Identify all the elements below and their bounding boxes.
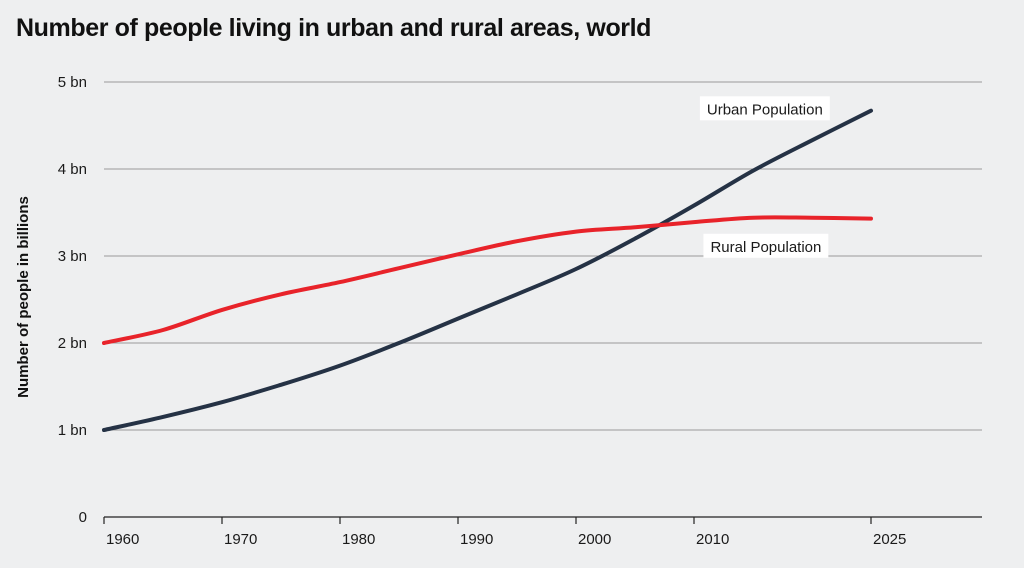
x-tick-label: 2010 xyxy=(696,531,729,548)
series-lines xyxy=(102,108,873,432)
x-tick-label: 2025 xyxy=(873,531,906,548)
x-axis-ticks: 1960 1970 1980 1990 2000 2010 2025 xyxy=(103,517,906,548)
rural-population-label: Rural Population xyxy=(703,233,829,258)
series-label-background xyxy=(699,96,830,121)
x-tick-label: 1970 xyxy=(224,531,257,548)
series-label-background xyxy=(703,233,829,258)
series-label-text: Urban Population xyxy=(707,101,823,118)
y-axis-label: Number of people in billions xyxy=(15,196,32,398)
y-tick-label: 0 xyxy=(79,509,87,526)
urban-population-label: Urban Population xyxy=(699,96,830,121)
y-tick-label: 1 bn xyxy=(58,422,87,439)
series-label-text: Rural Population xyxy=(710,239,821,256)
chart-title: Number of people living in urban and rur… xyxy=(16,14,652,42)
y-tick-label: 4 bn xyxy=(58,161,87,178)
series-labels: Urban Population Rural Population xyxy=(699,96,830,258)
y-tick-label: 5 bn xyxy=(58,74,87,91)
grid-lines xyxy=(104,81,982,431)
x-tick-label: 1960 xyxy=(106,531,139,548)
x-tick-label: 1980 xyxy=(342,531,375,548)
rural-population-line xyxy=(102,215,873,345)
y-tick-label: 3 bn xyxy=(58,248,87,265)
y-tick-label: 2 bn xyxy=(58,335,87,352)
y-axis-ticks: 0 1 bn 2 bn 3 bn 4 bn 5 bn xyxy=(58,74,87,526)
urban-population-line xyxy=(102,108,873,432)
x-tick-label: 2000 xyxy=(578,531,611,548)
x-tick-label: 1990 xyxy=(460,531,493,548)
